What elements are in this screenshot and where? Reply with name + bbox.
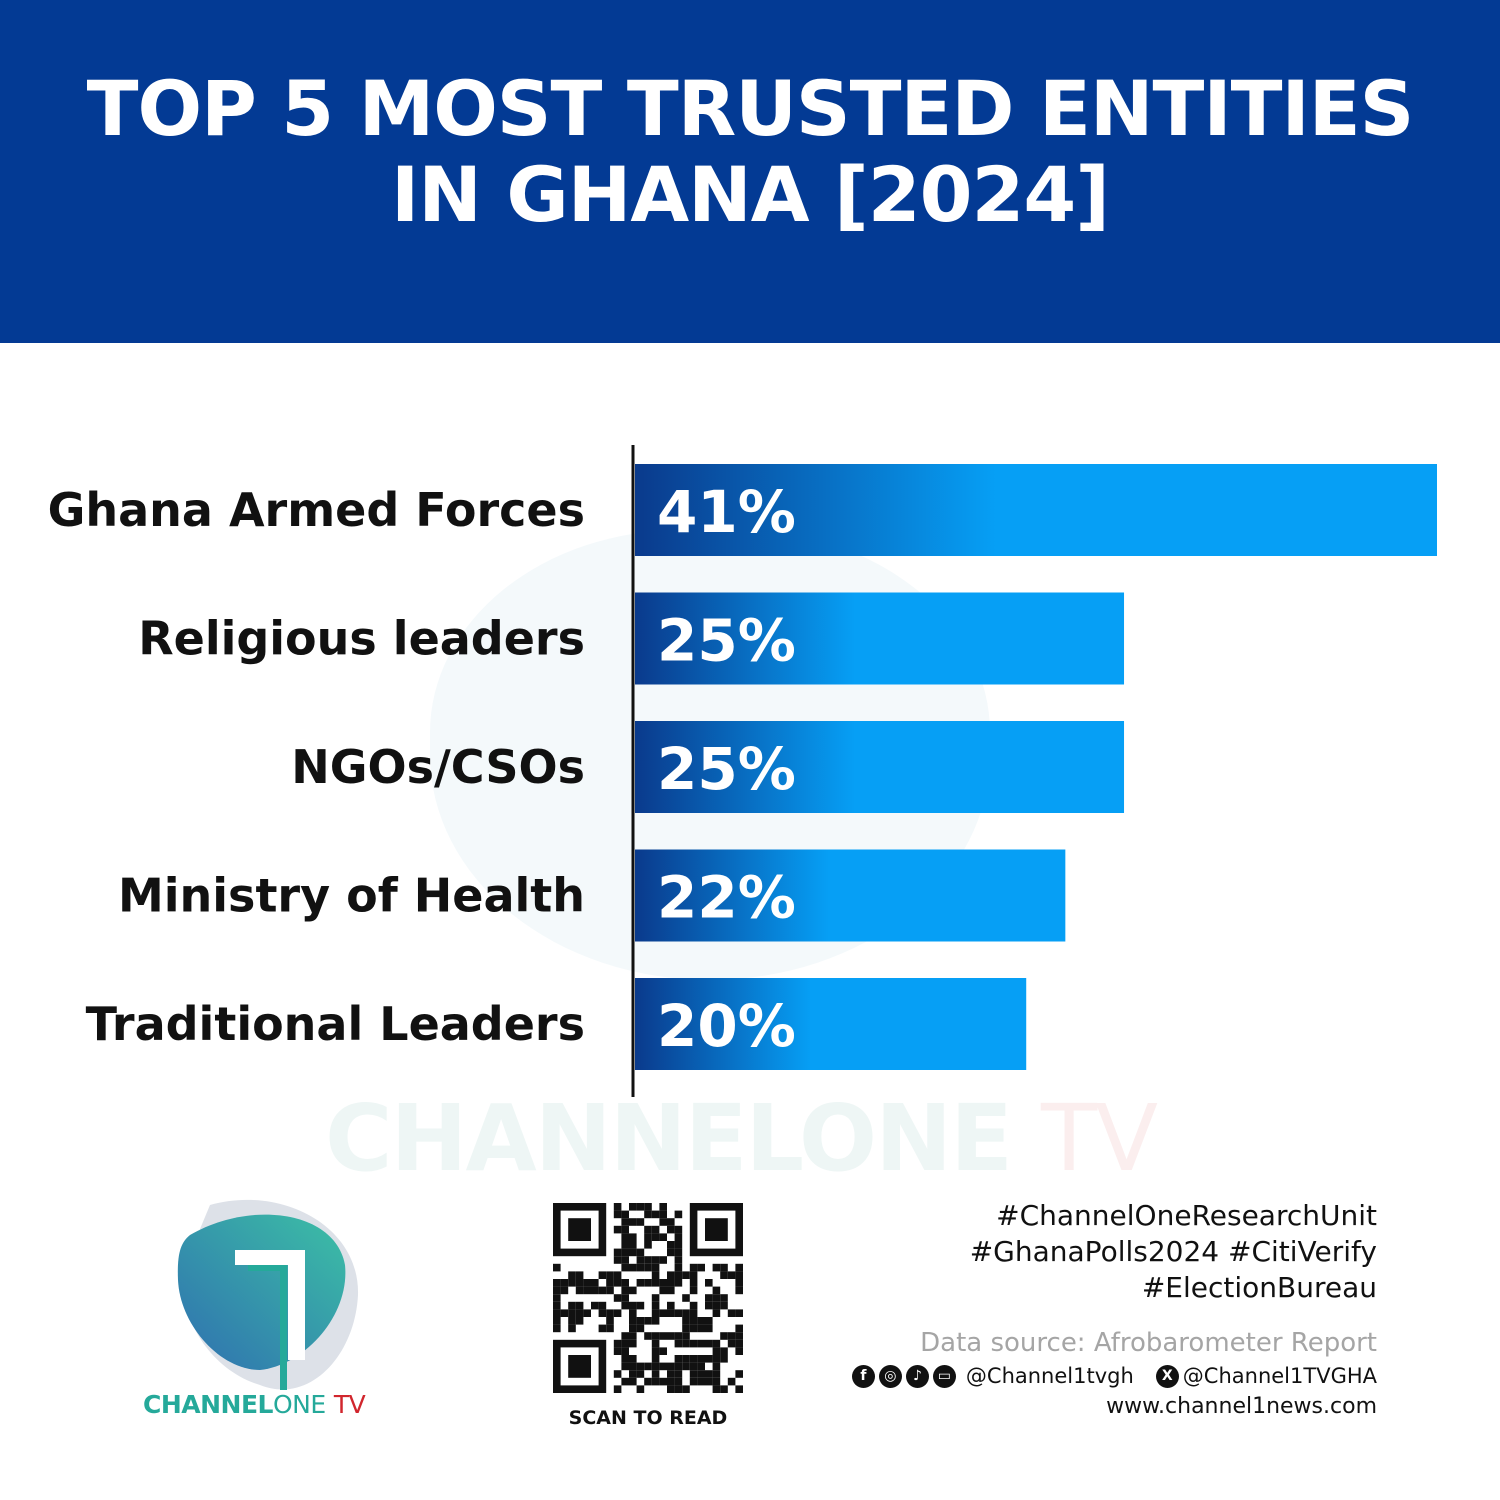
social-handles: f ◎ ♪ ▭ @Channel1tvgh X @Channel1TVGHA [851, 1364, 1377, 1388]
bar-3 [635, 849, 1066, 942]
tiktok-icon[interactable]: ♪ [905, 1364, 929, 1388]
watermark-main: CHANNELONE [325, 1085, 1013, 1192]
category-label: Ghana Armed Forces [48, 483, 585, 537]
data-label: 25% [657, 607, 796, 675]
logo-tv: TV [333, 1390, 366, 1419]
qr-caption: SCAN TO READ [568, 1407, 728, 1429]
facebook-icon[interactable]: f [851, 1364, 875, 1388]
bar-0 [635, 464, 1437, 556]
data-source: Data source: Afrobarometer Report [920, 1328, 1377, 1358]
title-line-2: IN GHANA [2024] [390, 149, 1110, 239]
header-banner: TOP 5 MOST TRUSTED ENTITIES IN GHANA [202… [0, 0, 1500, 343]
data-label: 41% [657, 478, 796, 546]
bar-chart: Ghana Armed Forces 41% Religious leaders 25… [48, 445, 1437, 1097]
category-label: Traditional Leaders [86, 997, 585, 1051]
title-line-1: TOP 5 MOST TRUSTED ENTITIES [86, 63, 1415, 153]
category-label: Religious leaders [138, 612, 585, 666]
logo-wordmark: CHANNELONE TV [143, 1390, 366, 1419]
bar-1 [635, 592, 1125, 685]
bar-4 [635, 978, 1027, 1070]
social-handle-x[interactable]: @Channel1TVGHA [1182, 1364, 1377, 1388]
data-label: 22% [657, 864, 796, 932]
bar-2 [635, 721, 1125, 813]
youtube-icon[interactable]: ▭ [932, 1364, 956, 1388]
hashtag-line: #ChannelOneResearchUnit [996, 1199, 1377, 1232]
footer-info: #ChannelOneResearchUnit #GhanaPolls2024 … [851, 1198, 1377, 1419]
channel-one-logo [177, 1199, 359, 1390]
qr-code[interactable] [553, 1203, 743, 1393]
category-label: NGOs/CSOs [291, 740, 585, 794]
hashtag-line: #GhanaPolls2024 #CitiVerify [969, 1235, 1377, 1268]
hashtag-line: #ElectionBureau [1141, 1271, 1377, 1304]
logo-channel: CHANNEL [143, 1390, 273, 1419]
website-link[interactable]: www.channel1news.com [1106, 1394, 1377, 1419]
social-handle-main[interactable]: @Channel1tvgh [965, 1364, 1134, 1388]
instagram-icon[interactable]: ◎ [878, 1364, 902, 1388]
data-label: 25% [657, 735, 796, 803]
logo-one: ONE [272, 1390, 326, 1419]
page-title: TOP 5 MOST TRUSTED ENTITIES IN GHANA [202… [86, 63, 1415, 278]
data-label: 20% [657, 992, 796, 1060]
watermark-tv: TV [1040, 1085, 1158, 1192]
category-label: Ministry of Health [118, 869, 585, 923]
x-icon[interactable]: X [1155, 1364, 1179, 1388]
watermark-text: CHANNELONE TV [325, 1085, 1158, 1192]
